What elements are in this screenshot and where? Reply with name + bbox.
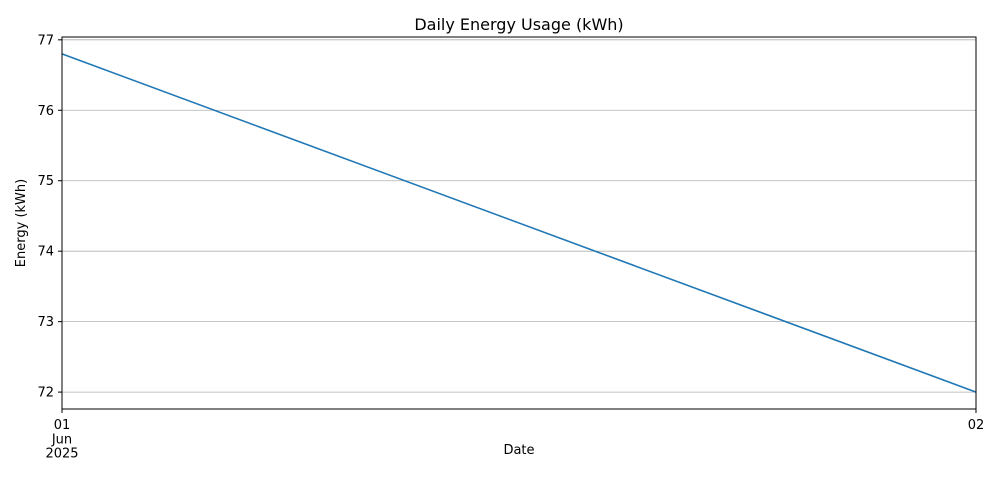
plot-frame: [61, 36, 977, 410]
y-tick-label: 76: [37, 104, 54, 119]
y-tick-label: 72: [37, 386, 54, 401]
y-tick-label: 73: [37, 315, 54, 330]
x-tick-label-line: 02: [968, 418, 985, 433]
x-tick-label: 01 Jun 2025: [45, 418, 78, 462]
y-tick-label: 75: [37, 174, 54, 189]
x-axis-label: Date: [503, 443, 534, 458]
x-tick-label: 02: [968, 418, 985, 433]
chart-title: Daily Energy Usage (kWh): [414, 15, 623, 34]
y-tick-label: 77: [37, 33, 54, 48]
series-line: [61, 53, 977, 393]
y-axis-label: Energy (kWh): [14, 179, 29, 267]
y-tick-label: 74: [37, 245, 54, 260]
grid-lines: [62, 39, 976, 393]
series-layer: [61, 53, 977, 393]
x-tick-label-line: 01: [54, 418, 71, 433]
x-tick-label-line: Jun: [51, 432, 72, 447]
y-axis-ticks: 72 73 74 75 76 77: [37, 33, 62, 401]
x-axis-ticks: 01 Jun 2025 02: [45, 409, 984, 462]
x-tick-label-line: 2025: [45, 447, 78, 462]
